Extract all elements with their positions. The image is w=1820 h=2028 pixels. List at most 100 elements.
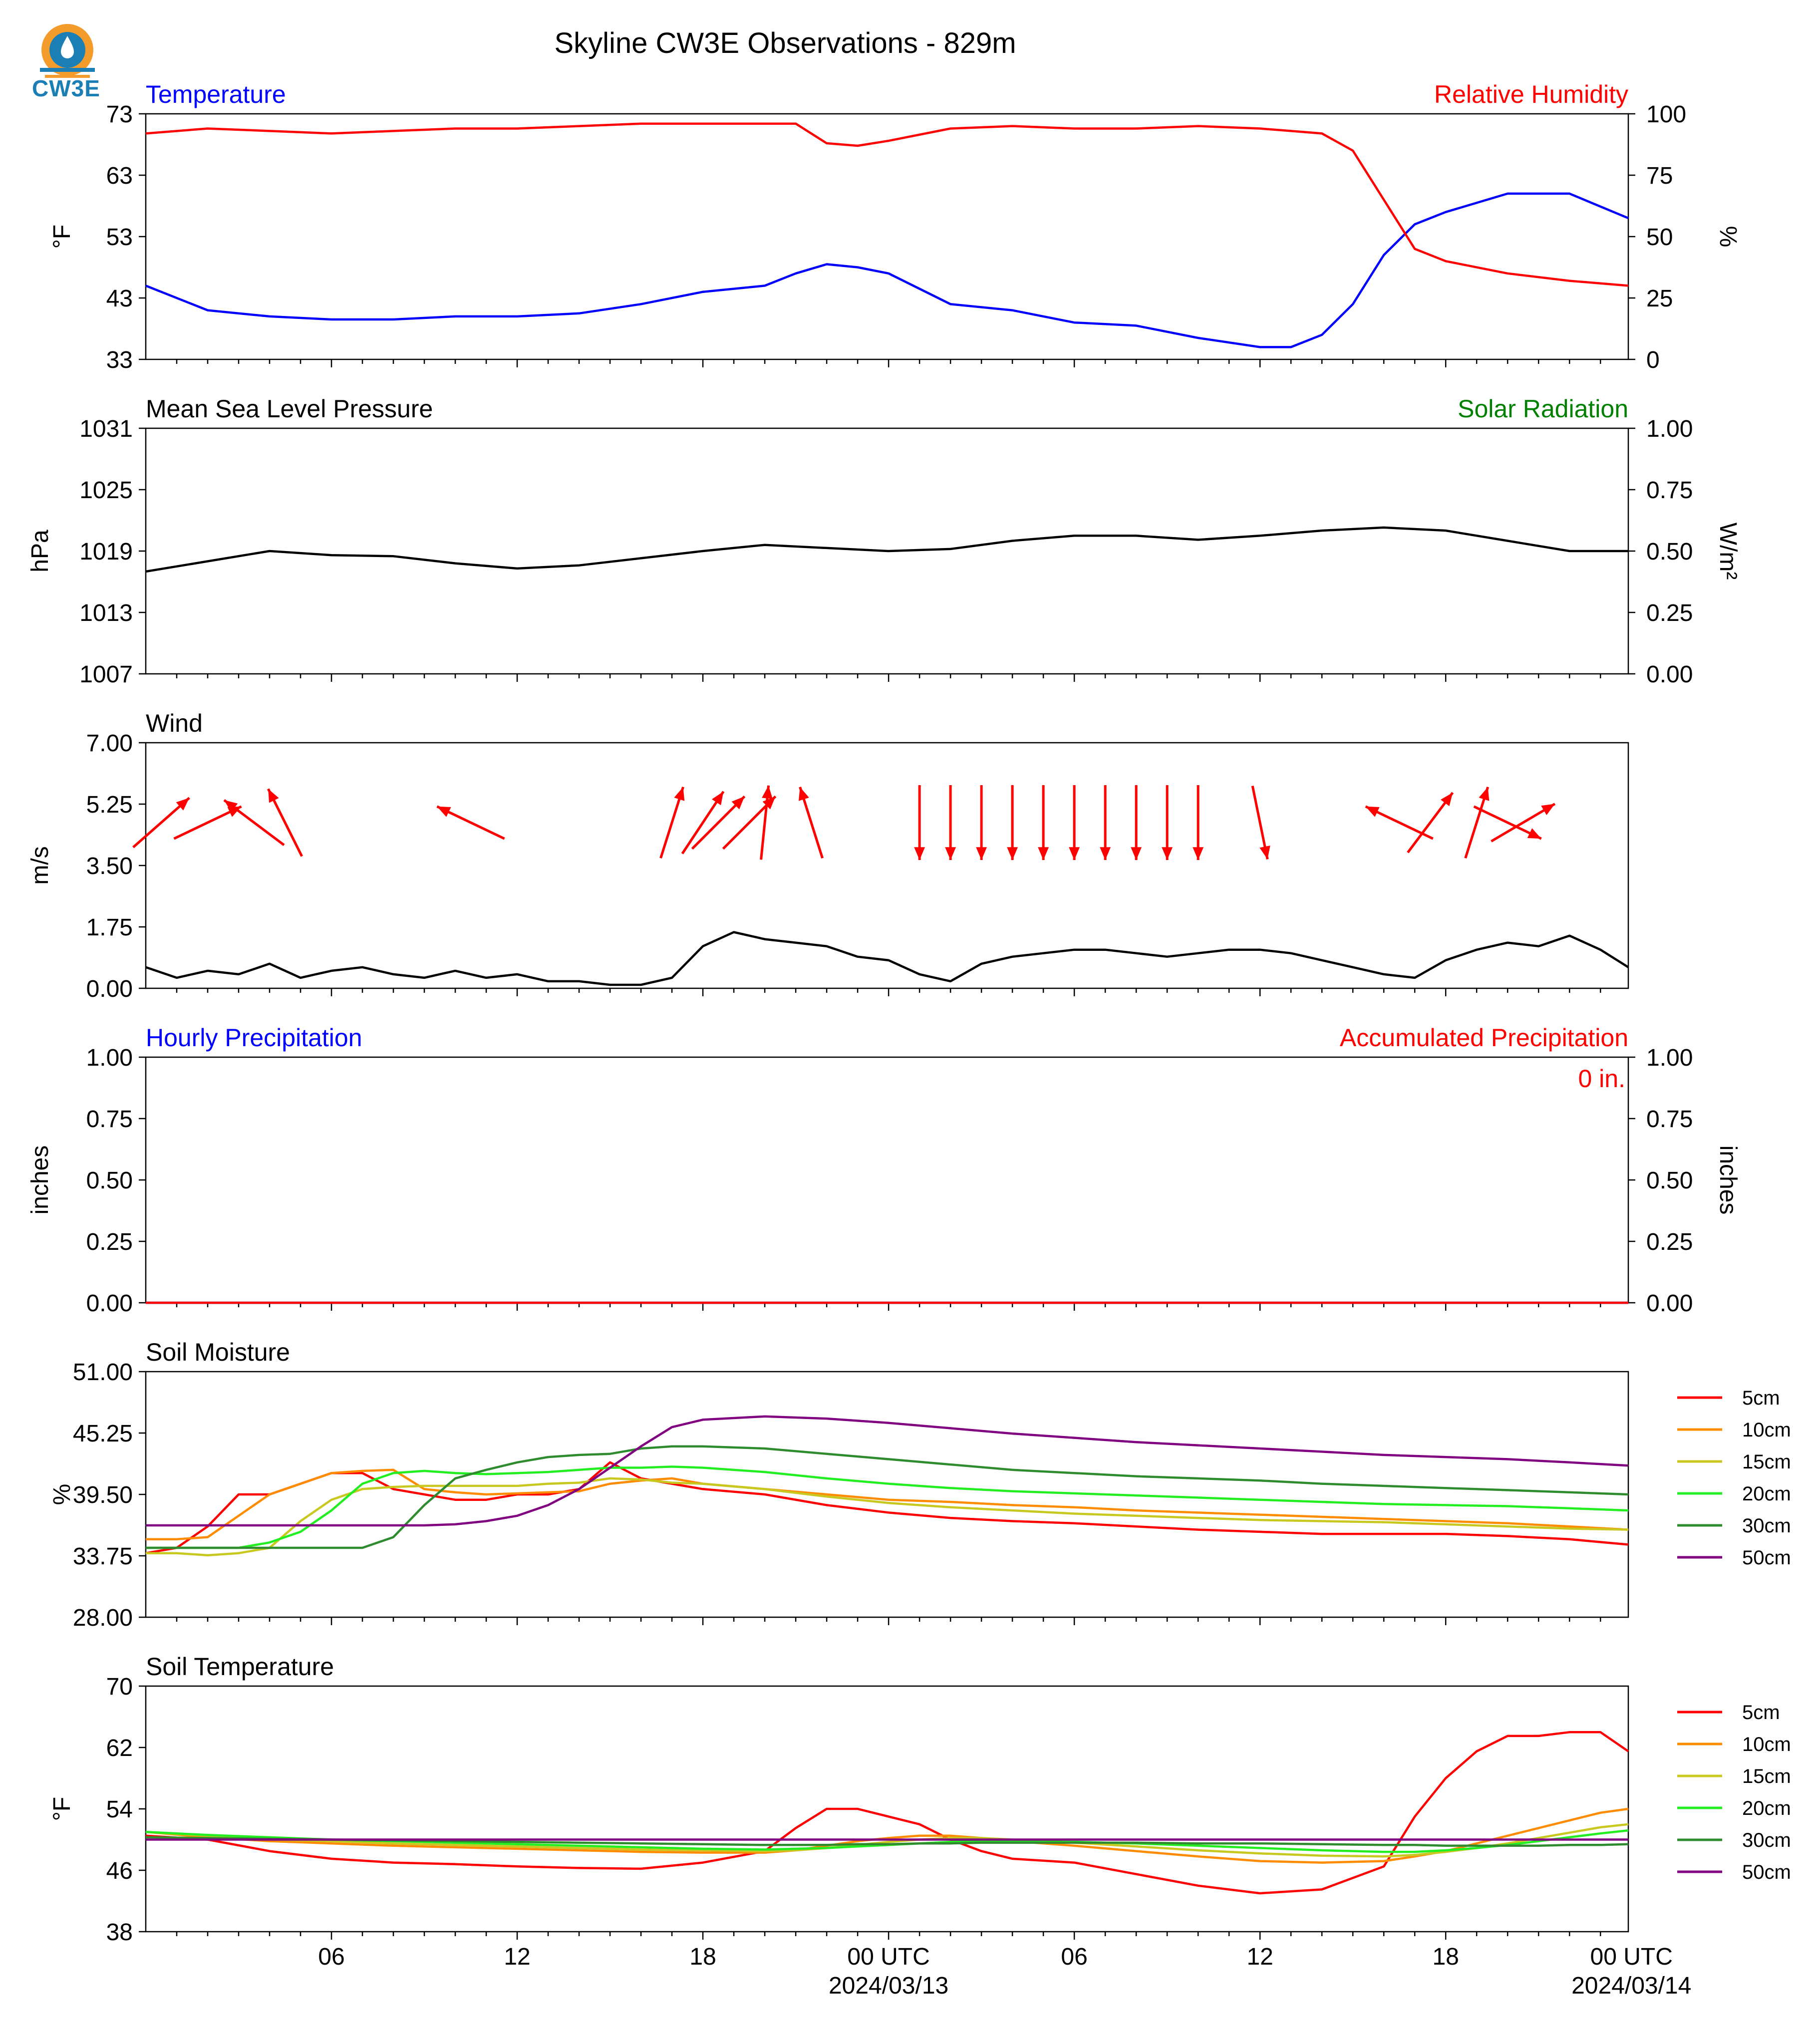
x-tick-label: 12 <box>504 1944 530 1970</box>
y-tick-label: 0.00 <box>86 1290 133 1317</box>
logo-text: CW3E <box>32 75 100 101</box>
legend-label: 10cm <box>1742 1419 1791 1441</box>
y-axis-label-right: inches <box>1715 1146 1741 1215</box>
y-tick-label: 53 <box>106 224 133 251</box>
wind-arrow-head <box>1365 806 1380 817</box>
x-date-label: 2024/03/14 <box>1571 1973 1691 1999</box>
legend-label: 10cm <box>1742 1734 1791 1755</box>
y-tick-label-right: 0.75 <box>1646 477 1693 504</box>
y-tick-label-right: 0 <box>1646 347 1660 373</box>
panel-temperature-humidity: Temperature Relative Humidity 33 43 53 63 73 0 2… <box>49 80 1741 373</box>
y-tick-label-right: 0.00 <box>1646 1290 1693 1317</box>
legend-label: 50cm <box>1742 1547 1791 1569</box>
panel-title-right: Solar Radiation <box>1458 395 1628 423</box>
series-line-relative-humidity <box>145 122 1629 287</box>
y-axis-label: m/s <box>27 846 53 884</box>
panel-soil-moisture: Soil Moisture 28.00 33.75 39.50 45.25 51.00% 5… <box>49 1338 1791 1631</box>
series-line-30cm <box>146 1445 1629 1549</box>
wind-arrow-head <box>945 847 956 860</box>
legend-label: 15cm <box>1742 1451 1791 1473</box>
series-line-wind-speed <box>145 931 1629 986</box>
legend-label: 50cm <box>1742 1861 1791 1883</box>
panel-title-left: Wind <box>146 709 203 737</box>
plot-frame <box>145 1685 1629 1933</box>
panel-title-right: Relative Humidity <box>1434 80 1628 108</box>
y-tick-label-right: 0.25 <box>1646 1229 1693 1255</box>
y-axis-label: °F <box>49 225 75 249</box>
y-axis-label: % <box>49 1484 75 1505</box>
y-tick-label: 1007 <box>79 661 133 688</box>
wind-arrow-head <box>1479 787 1490 801</box>
y-tick-label: 1031 <box>79 416 133 442</box>
x-tick-label: 06 <box>318 1944 344 1970</box>
series-line-30cm <box>145 1836 1629 1847</box>
y-tick-label: 73 <box>106 101 133 128</box>
panel-pressure-solar: Mean Sea Level Pressure Solar Radiation 10… <box>27 395 1741 688</box>
panel-title-left: Mean Sea Level Pressure <box>146 395 433 423</box>
y-tick-label: 1.00 <box>86 1045 133 1071</box>
legend-label: 5cm <box>1742 1387 1780 1409</box>
y-tick-label-right: 0.75 <box>1646 1106 1693 1133</box>
wind-arrow-head <box>176 798 190 811</box>
y-tick-label-right: 1.00 <box>1646 1045 1693 1071</box>
y-tick-label: 0.50 <box>86 1167 133 1194</box>
x-date-label: 2024/03/13 <box>829 1973 948 1999</box>
x-tick-label: 18 <box>1432 1944 1459 1970</box>
y-tick-label-right: 50 <box>1646 224 1673 251</box>
wind-arrow-head <box>762 785 773 799</box>
wind-arrow-head <box>711 791 724 806</box>
panel-wind: Wind 0.00 1.75 3.50 5.25 7.00 m/s <box>27 709 1629 1002</box>
wind-arrow-head <box>762 796 776 810</box>
y-tick-label-right: 75 <box>1646 163 1673 189</box>
y-tick-label: 51.00 <box>73 1359 133 1386</box>
y-tick-label: 0.25 <box>86 1229 133 1255</box>
wind-arrow-head <box>1069 847 1080 860</box>
wind-arrow-head <box>1541 804 1555 815</box>
wind-arrow-head <box>1259 846 1270 860</box>
series-line-15cm <box>146 1477 1629 1557</box>
wind-arrow-head <box>1440 793 1453 807</box>
y-tick-label-right: 0.00 <box>1646 661 1693 688</box>
panel-title-left: Hourly Precipitation <box>146 1024 362 1052</box>
y-tick-label: 5.25 <box>86 792 133 818</box>
y-tick-label: 45.25 <box>73 1421 133 1447</box>
y-tick-label: 1025 <box>79 477 133 504</box>
cw3e-logo-icon <box>30 19 105 104</box>
legend-label: 30cm <box>1742 1515 1791 1537</box>
series-line-10cm <box>146 1468 1629 1541</box>
panel-title-left: Soil Moisture <box>146 1338 290 1366</box>
wind-arrow-head <box>798 787 809 801</box>
y-axis-label: °F <box>49 1797 75 1821</box>
panel-title-left: Soil Temperature <box>146 1653 334 1681</box>
wind-arrow-head <box>1100 847 1111 860</box>
y-tick-label: 33 <box>106 347 133 373</box>
legend-label: 5cm <box>1742 1702 1780 1724</box>
y-tick-label-right: 0.50 <box>1646 539 1693 565</box>
panel-precipitation: Hourly Precipitation Accumulated Precipit… <box>27 1024 1741 1317</box>
y-axis-label-right: % <box>1715 226 1741 248</box>
y-tick-label: 1013 <box>79 600 133 626</box>
series-line-temperature <box>145 192 1629 348</box>
wind-arrow-head <box>1038 847 1049 860</box>
y-tick-label: 46 <box>106 1858 133 1884</box>
y-tick-label: 39.50 <box>73 1482 133 1508</box>
wind-arrow-head <box>268 789 279 803</box>
y-tick-label: 62 <box>106 1735 133 1761</box>
wind-arrow-head <box>731 796 745 810</box>
y-tick-label: 54 <box>106 1796 133 1823</box>
wind-arrow-head <box>976 847 987 860</box>
page-title: Skyline CW3E Observations - 829m <box>554 27 1016 59</box>
y-tick-label: 1019 <box>79 539 133 565</box>
y-axis-label: hPa <box>27 530 53 573</box>
y-tick-label: 38 <box>106 1919 133 1946</box>
legend-label: 30cm <box>1742 1829 1791 1851</box>
series-line-5cm <box>145 1461 1629 1554</box>
series-line-mean-sea-level-pressure <box>145 526 1628 573</box>
wind-arrow-head <box>674 787 685 801</box>
panel-title-right: Accumulated Precipitation <box>1340 1024 1628 1052</box>
y-tick-label: 3.50 <box>86 853 133 879</box>
wind-arrow-head <box>1131 847 1142 860</box>
y-tick-label-right: 0.50 <box>1646 1167 1693 1194</box>
y-tick-label-right: 100 <box>1646 101 1686 128</box>
